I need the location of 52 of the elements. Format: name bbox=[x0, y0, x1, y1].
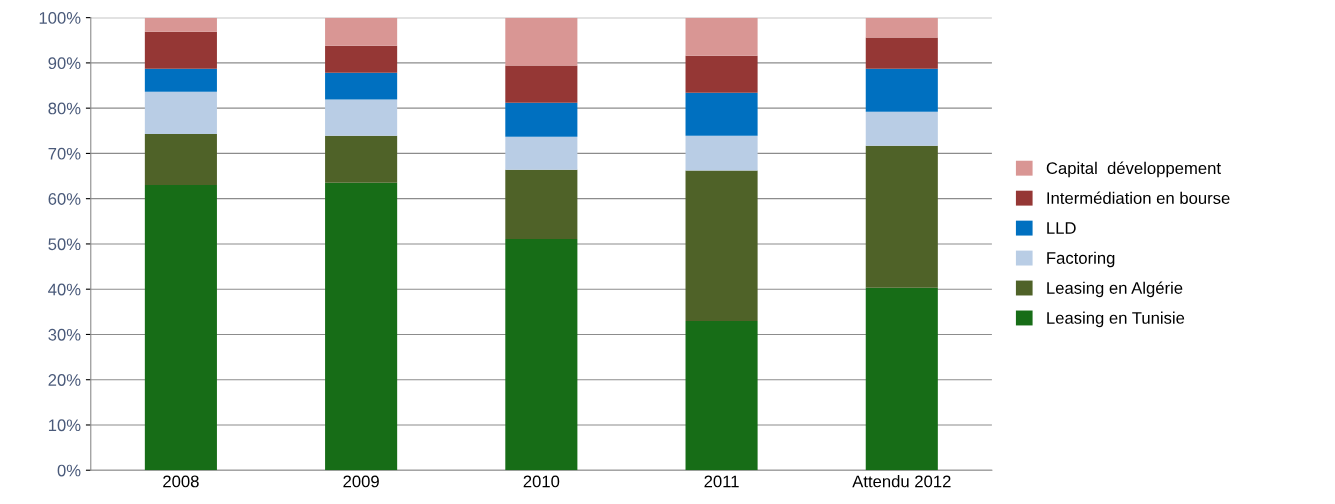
bar bbox=[144, 185, 217, 471]
bar bbox=[685, 92, 758, 136]
legend-label: Leasing en Tunisie bbox=[1047, 311, 1185, 328]
bar bbox=[144, 31, 217, 69]
legend-label: Intermédiation en bourse bbox=[1047, 191, 1230, 205]
bar bbox=[505, 17, 578, 66]
bar bbox=[685, 320, 758, 471]
y-tick-label: 20% bbox=[48, 374, 81, 386]
bar bbox=[685, 55, 758, 93]
bar bbox=[325, 182, 398, 471]
y-tick-label: 40% bbox=[48, 283, 81, 296]
y-tick-label: 70% bbox=[48, 147, 81, 160]
bar bbox=[325, 99, 398, 136]
bar bbox=[505, 102, 578, 137]
bar bbox=[865, 287, 938, 471]
bar bbox=[505, 238, 578, 471]
bar bbox=[325, 72, 398, 100]
bar bbox=[505, 65, 578, 103]
x-tick-label: 2009 bbox=[343, 475, 379, 488]
x-tick-label: 2010 bbox=[523, 475, 560, 488]
y-tick-label: 80% bbox=[48, 102, 81, 115]
y-tick-label: 10% bbox=[48, 419, 81, 432]
bar bbox=[505, 136, 578, 170]
bar bbox=[865, 111, 938, 146]
bar bbox=[144, 133, 217, 186]
y-tick-label: 90% bbox=[48, 57, 81, 70]
bar bbox=[325, 17, 398, 46]
y-tick-label: 100% bbox=[39, 12, 81, 24]
bar bbox=[144, 91, 217, 134]
bar bbox=[685, 17, 758, 56]
bar bbox=[325, 135, 398, 183]
legend-label: Leasing en Algérie bbox=[1047, 281, 1183, 298]
y-tick-label: 30% bbox=[48, 328, 81, 341]
bar bbox=[865, 145, 938, 288]
bar bbox=[685, 170, 758, 321]
bar bbox=[865, 17, 938, 38]
legend-label: Factoring bbox=[1047, 251, 1115, 268]
bar bbox=[865, 37, 938, 69]
x-tick-label: 2011 bbox=[704, 475, 739, 488]
bar bbox=[325, 45, 398, 73]
x-tick-label: 2008 bbox=[163, 475, 199, 488]
y-tick-label: 60% bbox=[48, 193, 81, 205]
bar bbox=[144, 17, 217, 32]
legend-label: Capital développement bbox=[1046, 161, 1221, 178]
bar bbox=[865, 68, 938, 112]
y-tick-label: 50% bbox=[48, 238, 81, 251]
y-tick-label: 0% bbox=[57, 464, 81, 477]
bar bbox=[685, 135, 758, 171]
bar bbox=[144, 68, 217, 92]
legend-label: LLD bbox=[1047, 222, 1076, 234]
x-tick-label: Attendu 2012 bbox=[852, 475, 951, 488]
bar bbox=[505, 169, 578, 239]
